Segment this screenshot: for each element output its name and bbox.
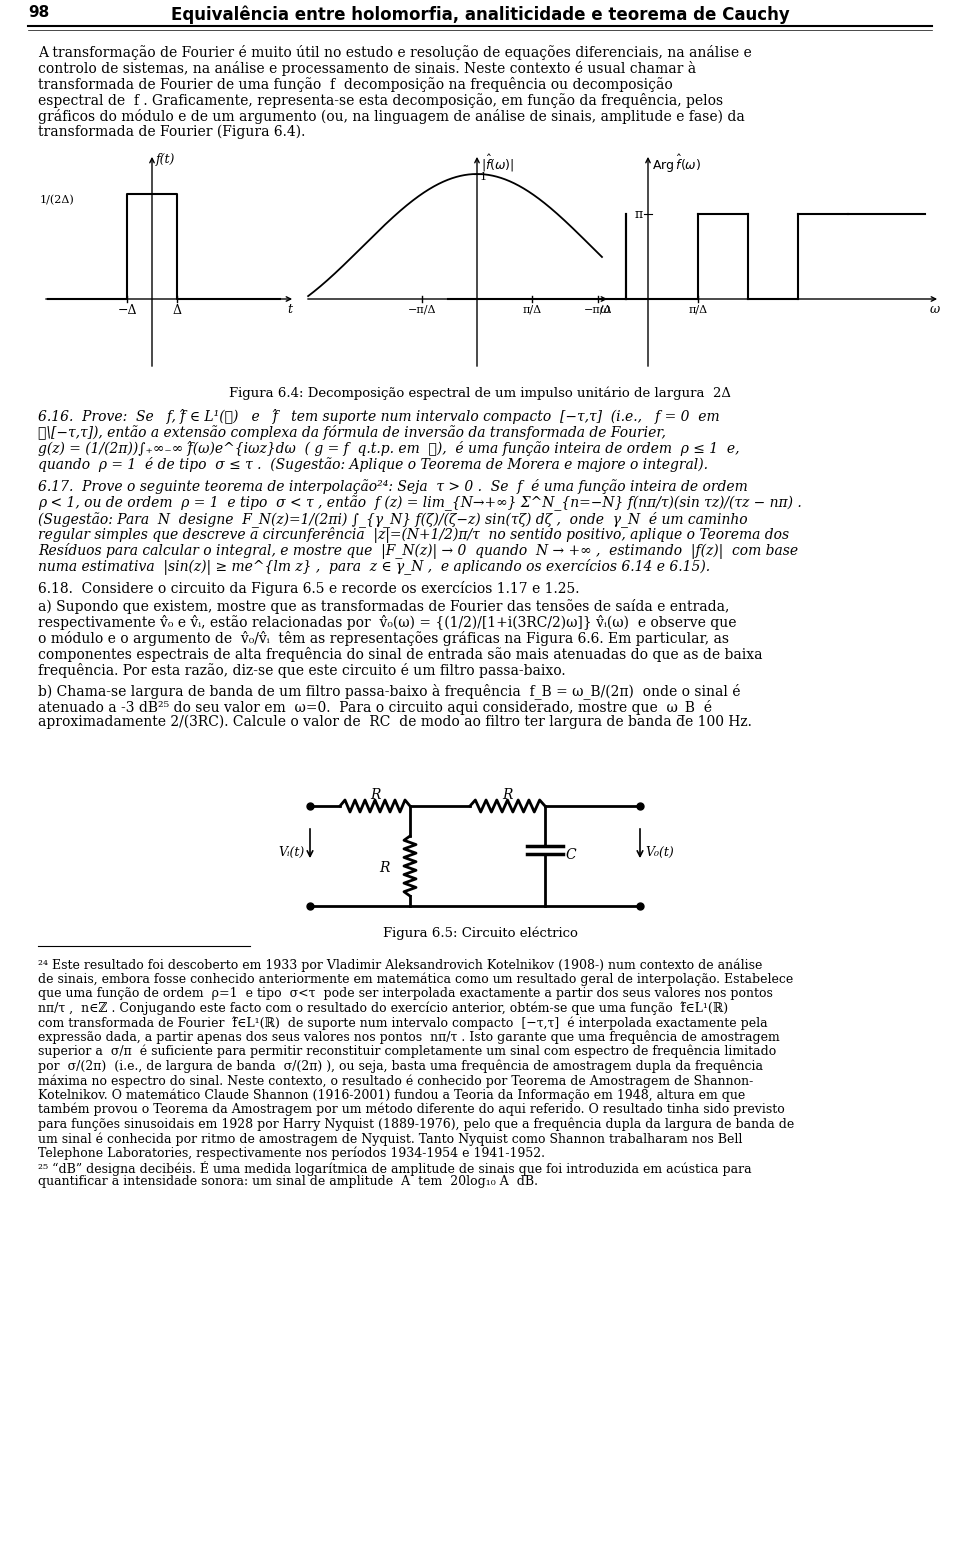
Text: $|\hat{f}(\omega)|$: $|\hat{f}(\omega)|$	[481, 154, 515, 174]
Text: 6.16.  Prove:  Se   f, f̂ ∈ L¹(ℝ)   e   f̂   tem suporte num intervalo compacto : 6.16. Prove: Se f, f̂ ∈ L¹(ℝ) e f̂ tem s…	[38, 408, 720, 424]
Text: −Δ: −Δ	[117, 304, 136, 317]
Text: aproximadamente 2/(3RC). Calcule o valor de  RC  de modo ao filtro ter largura d: aproximadamente 2/(3RC). Calcule o valor…	[38, 714, 752, 730]
Text: o módulo e o argumento de  v̂₀/v̂ᵢ  têm as representações gráficas na Figura 6.6: o módulo e o argumento de v̂₀/v̂ᵢ têm as…	[38, 631, 729, 646]
Text: Equivalência entre holomorfia, analiticidade e teorema de Cauchy: Equivalência entre holomorfia, analitici…	[171, 5, 789, 23]
Text: espectral de  f . Graficamente, representa-se esta decomposição, em função da fr: espectral de f . Graficamente, represent…	[38, 93, 723, 109]
Text: Resíduos para calcular o integral, e mostre que  |F_N(z)| → 0  quando  N → +∞ , : Resíduos para calcular o integral, e mos…	[38, 544, 798, 559]
Text: −π/Δ: −π/Δ	[408, 304, 436, 314]
Text: ω: ω	[930, 303, 940, 315]
Text: 98: 98	[28, 5, 49, 20]
Text: também provou o Teorema da Amostragem por um método diferente do aqui referido. : também provou o Teorema da Amostragem po…	[38, 1103, 784, 1117]
Text: que uma função de ordem  ρ=1  e tipo  σ<τ  pode ser interpolada exactamente a pa: que uma função de ordem ρ=1 e tipo σ<τ p…	[38, 988, 773, 1000]
Text: (Sugestão: Para  N  designe  F_N(z)=1/(2πi) ∫_{γ_N} f(ζ)/(ζ−z) sin(τζ) dζ ,  ond: (Sugestão: Para N designe F_N(z)=1/(2πi)…	[38, 511, 748, 526]
Text: f(t): f(t)	[156, 154, 176, 166]
Text: a) Supondo que existem, mostre que as transformadas de Fourier das tensões de sa: a) Supondo que existem, mostre que as tr…	[38, 599, 730, 613]
Text: Figura 6.5: Circuito eléctrico: Figura 6.5: Circuito eléctrico	[383, 926, 577, 940]
Text: regular simples que descreve a circunferência  |z|=(N+1/2)π/τ  no sentido positi: regular simples que descreve a circunfer…	[38, 526, 789, 544]
Text: superior a  σ/π  é suficiente para permitir reconstituir completamente um sinal : superior a σ/π é suficiente para permiti…	[38, 1045, 777, 1059]
Text: t: t	[287, 303, 292, 315]
Text: componentes espectrais de alta frequência do sinal de entrada são mais atenuadas: componentes espectrais de alta frequênci…	[38, 648, 762, 662]
Text: para funções sinusoidais em 1928 por Harry Nyquist (1889-1976), pelo que a frequ: para funções sinusoidais em 1928 por Har…	[38, 1118, 794, 1131]
Text: controlo de sistemas, na análise e processamento de sinais. Neste contexto é usu: controlo de sistemas, na análise e proce…	[38, 61, 696, 76]
Text: máxima no espectro do sinal. Neste contexto, o resultado é conhecido por Teorema: máxima no espectro do sinal. Neste conte…	[38, 1075, 754, 1087]
Text: respectivamente v̂₀ e v̂ᵢ, estão relacionadas por  v̂₀(ω) = {(1/2)/[1+i(3RC/2)ω]: respectivamente v̂₀ e v̂ᵢ, estão relacio…	[38, 615, 736, 631]
Text: R: R	[370, 787, 380, 801]
Text: gráficos do módulo e de um argumento (ou, na linguagem de análise de sinais, amp: gráficos do módulo e de um argumento (ou…	[38, 109, 745, 124]
Text: 1/(2Δ): 1/(2Δ)	[40, 196, 75, 205]
Text: Telephone Laboratories, respectivamente nos períodos 1934-1954 e 1941-1952.: Telephone Laboratories, respectivamente …	[38, 1146, 545, 1160]
Text: transformada de Fourier (Figura 6.4).: transformada de Fourier (Figura 6.4).	[38, 124, 305, 140]
Text: transformada de Fourier de uma função  f  decomposição na frequência ou decompos: transformada de Fourier de uma função f …	[38, 78, 673, 92]
Text: ω: ω	[600, 303, 611, 315]
Text: nπ/τ ,  n∈ℤ . Conjugando este facto com o resultado do exercício anterior, obtém: nπ/τ , n∈ℤ . Conjugando este facto com o…	[38, 1002, 728, 1016]
Text: Vᵢ(t): Vᵢ(t)	[278, 846, 305, 859]
Text: b) Chama-se largura de banda de um filtro passa-baixo à frequência  f_B = ω_B/(2: b) Chama-se largura de banda de um filtr…	[38, 683, 740, 699]
Text: π/Δ: π/Δ	[522, 304, 541, 314]
Text: Kotelnikov. O matemático Claude Shannon (1916-2001) fundou a Teoria da Informaçã: Kotelnikov. O matemático Claude Shannon …	[38, 1089, 745, 1103]
Text: 1: 1	[480, 172, 487, 182]
Text: ²⁴ Este resultado foi descoberto em 1933 por Vladimir Aleksandrovich Kotelnikov : ²⁴ Este resultado foi descoberto em 1933…	[38, 958, 762, 972]
Text: −π/Δ: −π/Δ	[584, 304, 612, 314]
Text: por  σ/(2π)  (i.e., de largura de banda  σ/(2π) ), ou seja, basta uma frequência: por σ/(2π) (i.e., de largura de banda σ/…	[38, 1059, 763, 1073]
Text: 6.17.  Prove o seguinte teorema de interpolação²⁴: Seja  τ > 0 .  Se  f  é uma f: 6.17. Prove o seguinte teorema de interp…	[38, 478, 748, 494]
Text: ρ < 1, ou de ordem  ρ = 1  e tipo  σ < τ , então  f (z) = lim_{N→+∞} Σ^N_{n=−N} : ρ < 1, ou de ordem ρ = 1 e tipo σ < τ , …	[38, 495, 802, 511]
Text: π/Δ: π/Δ	[688, 304, 708, 314]
Text: quantificar a intensidade sonora: um sinal de amplitude  A  tem  20log₁₀ A  dB.: quantificar a intensidade sonora: um sin…	[38, 1176, 538, 1188]
Text: R: R	[379, 860, 390, 874]
Text: expressão dada, a partir apenas dos seus valores nos pontos  nπ/τ . Isto garante: expressão dada, a partir apenas dos seus…	[38, 1031, 780, 1044]
Text: g(z) = (1/(2π))∫₊∞₋∞ f̂(ω)e^{iωz}dω  ( g = f  q.t.p. em  ℝ),  é uma função intei: g(z) = (1/(2π))∫₊∞₋∞ f̂(ω)e^{iωz}dω ( g …	[38, 441, 739, 457]
Text: um sinal é conhecida por ritmo de amostragem de Nyquist. Tanto Nyquist como Shan: um sinal é conhecida por ritmo de amostr…	[38, 1132, 742, 1146]
Text: C: C	[565, 848, 576, 862]
Text: quando  ρ = 1  é de tipo  σ ≤ τ .  (Sugestão: Aplique o Teorema de Morera e majo: quando ρ = 1 é de tipo σ ≤ τ . (Sugestão…	[38, 457, 708, 472]
Text: de sinais, embora fosse conhecido anteriormente em matemática como um resultado : de sinais, embora fosse conhecido anteri…	[38, 972, 793, 986]
Text: A transformação de Fourier é muito útil no estudo e resolução de equações difere: A transformação de Fourier é muito útil …	[38, 45, 752, 61]
Text: ²⁵ “dB” designa decibéis. É uma medida logarítmica de amplitude de sinais que fo: ²⁵ “dB” designa decibéis. É uma medida l…	[38, 1162, 752, 1176]
Text: $\mathrm{Arg}\,\hat{f}(\omega)$: $\mathrm{Arg}\,\hat{f}(\omega)$	[652, 154, 701, 175]
Text: ℝ\[−τ,τ]), então a extensão complexa da fórmula de inversão da transformada de F: ℝ\[−τ,τ]), então a extensão complexa da …	[38, 426, 666, 439]
Text: R: R	[502, 787, 513, 801]
Text: frequência. Por esta razão, diz-se que este circuito é um filtro passa-baixo.: frequência. Por esta razão, diz-se que e…	[38, 663, 565, 679]
Text: Δ: Δ	[173, 304, 181, 317]
Text: atenuado a -3 dB²⁵ do seu valor em  ω=0.  Para o circuito aqui considerado, most: atenuado a -3 dB²⁵ do seu valor em ω=0. …	[38, 699, 712, 714]
Text: Figura 6.4: Decomposição espectral de um impulso unitário de largura  2Δ: Figura 6.4: Decomposição espectral de um…	[229, 387, 731, 401]
Text: 6.18.  Considere o circuito da Figura 6.5 e recorde os exercícios 1.17 e 1.25.: 6.18. Considere o circuito da Figura 6.5…	[38, 581, 580, 596]
Text: V₀(t): V₀(t)	[645, 846, 674, 859]
Text: π: π	[635, 208, 643, 221]
Text: numa estimativa  |sin(z)| ≥ me^{lm z} ,  para  z ∈ γ_N ,  e aplicando os exercíc: numa estimativa |sin(z)| ≥ me^{lm z} , p…	[38, 559, 710, 575]
Text: com transformada de Fourier  f̂∈L¹(ℝ)  de suporte num intervalo compacto  [−τ,τ]: com transformada de Fourier f̂∈L¹(ℝ) de …	[38, 1016, 768, 1030]
